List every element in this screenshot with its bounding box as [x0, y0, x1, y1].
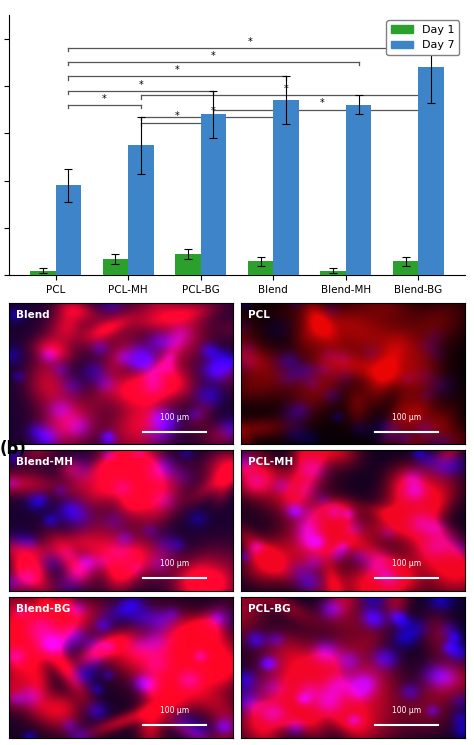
Bar	[103, 259, 128, 276]
Text: 100 μm: 100 μm	[160, 559, 189, 568]
Text: 100 μm: 100 μm	[392, 559, 421, 568]
Text: *: *	[320, 98, 325, 109]
Text: 100 μm: 100 μm	[392, 706, 421, 715]
Text: PCL-MH: PCL-MH	[248, 457, 293, 467]
Text: 100 μm: 100 μm	[392, 413, 421, 422]
Text: 100 μm: 100 μm	[160, 706, 189, 715]
Legend: Day 1, Day 7: Day 1, Day 7	[386, 20, 459, 55]
Text: *: *	[247, 37, 252, 47]
Bar	[273, 100, 299, 276]
Text: PCL-BG: PCL-BG	[248, 603, 291, 614]
Text: PCL: PCL	[248, 311, 270, 320]
Text: 100 μm: 100 μm	[160, 413, 189, 422]
Text: *: *	[175, 112, 180, 121]
Bar	[320, 270, 346, 276]
Bar	[175, 254, 201, 276]
Bar	[30, 270, 55, 276]
Bar	[55, 186, 81, 276]
Bar	[128, 145, 154, 276]
Bar	[248, 261, 273, 276]
Text: Blend-BG: Blend-BG	[16, 603, 71, 614]
Bar	[419, 67, 444, 276]
Bar	[393, 261, 419, 276]
Text: *: *	[211, 106, 216, 115]
Bar	[201, 115, 226, 276]
Text: (b): (b)	[0, 440, 27, 457]
Text: Blend: Blend	[16, 311, 50, 320]
Text: *: *	[283, 84, 288, 95]
Text: *: *	[175, 66, 180, 75]
Bar	[346, 105, 371, 276]
Text: *: *	[138, 80, 143, 89]
Text: Blend-MH: Blend-MH	[16, 457, 73, 467]
Text: *: *	[102, 94, 107, 104]
Text: *: *	[211, 51, 216, 61]
